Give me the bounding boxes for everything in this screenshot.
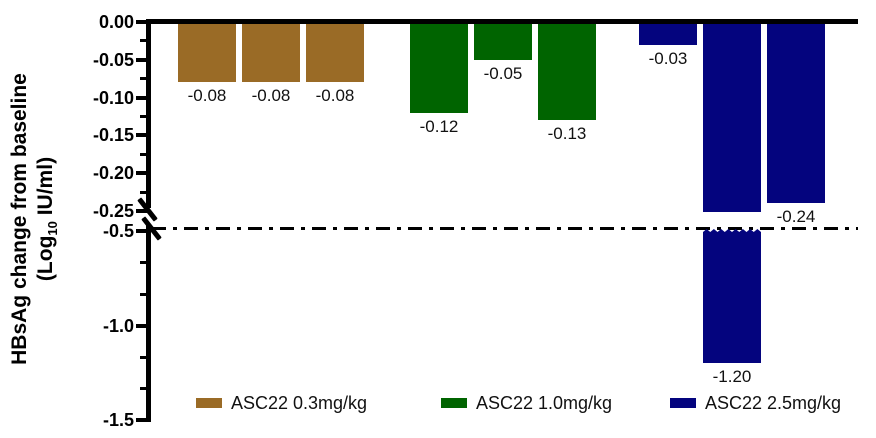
y-axis-tick-label: -1.0 xyxy=(102,315,134,336)
y-axis-tick-label: -0.5 xyxy=(102,221,134,241)
legend-swatch-brown xyxy=(196,398,222,408)
bar-value-label: -1.20 xyxy=(712,367,752,387)
bar-value-label: -0.24 xyxy=(776,207,816,227)
bar-lower-segment xyxy=(703,229,761,364)
bar xyxy=(242,22,300,83)
legend-item-1_0mgkg: ASC22 1.0mg/kg xyxy=(441,392,612,414)
bar xyxy=(474,22,532,60)
y-axis-tick-label: -1.5 xyxy=(102,410,134,430)
legend-item-0_3mgkg: ASC22 0.3mg/kg xyxy=(196,392,367,414)
bar-value-label: -0.08 xyxy=(315,86,355,106)
y-axis-title-line1: HBsAg change from baseline xyxy=(8,73,31,365)
legend-item-2_5mgkg: ASC22 2.5mg/kg xyxy=(670,392,841,414)
legend-label: ASC22 2.5mg/kg xyxy=(705,392,842,413)
y-axis-minor-tick xyxy=(140,190,147,194)
y-axis-minor-tick xyxy=(140,152,147,156)
y-axis-minor-tick xyxy=(140,387,147,390)
y-axis-title: HBsAg change from baseline (Log10 IU/ml) xyxy=(7,9,81,429)
y-axis-tick-label: -0.25 xyxy=(92,201,134,221)
bar xyxy=(538,22,596,121)
y-axis-major-tick xyxy=(136,20,147,24)
y-axis-minor-tick xyxy=(140,77,147,81)
bar-value-label: -0.13 xyxy=(547,124,587,144)
y-axis-major-tick xyxy=(136,95,147,100)
bar xyxy=(178,22,236,83)
bar xyxy=(767,22,825,204)
bar xyxy=(410,22,468,113)
y-axis-major-tick xyxy=(136,133,147,138)
y-axis-major-tick xyxy=(136,229,147,233)
bar xyxy=(639,22,697,45)
bar-value-label: -0.03 xyxy=(648,48,688,68)
y-axis-tick-label: -0.10 xyxy=(92,87,134,108)
y-axis-major-tick xyxy=(136,209,147,213)
y-axis-tick-label: 0.00 xyxy=(98,12,134,32)
y-axis-tick-label: -0.20 xyxy=(92,163,134,184)
y-axis-major-tick xyxy=(136,323,147,328)
bar-value-label: -0.08 xyxy=(251,86,291,106)
bar xyxy=(306,22,364,83)
y-axis-tick-label: -0.15 xyxy=(92,125,134,146)
zero-baseline xyxy=(146,19,858,24)
bar-value-label: -0.05 xyxy=(483,63,523,83)
legend-label: ASC22 1.0mg/kg xyxy=(476,392,613,413)
y-axis-upper-segment xyxy=(146,19,151,208)
reference-line-dashdot xyxy=(152,227,858,230)
legend-swatch-blue xyxy=(670,398,696,408)
legend-label: ASC22 0.3mg/kg xyxy=(231,392,368,413)
y-axis-minor-tick xyxy=(140,261,147,264)
legend-swatch-green xyxy=(441,398,467,408)
y-axis-tick-label: -0.05 xyxy=(92,49,134,70)
y-axis-lower-segment xyxy=(146,224,151,422)
y-axis-title-line2: (Log10 IU/ml) xyxy=(34,156,61,282)
y-axis-minor-tick xyxy=(140,355,147,359)
bar-value-label: -0.12 xyxy=(419,116,459,136)
y-axis-major-tick xyxy=(136,171,147,176)
bar-upper-segment xyxy=(703,22,761,212)
y-axis-major-tick xyxy=(136,418,147,422)
bar-value-label: -0.08 xyxy=(187,86,227,106)
y-axis-minor-tick xyxy=(140,115,147,118)
y-axis-minor-tick xyxy=(140,292,147,296)
y-axis-major-tick xyxy=(136,57,147,62)
y-axis-minor-tick xyxy=(140,39,147,43)
